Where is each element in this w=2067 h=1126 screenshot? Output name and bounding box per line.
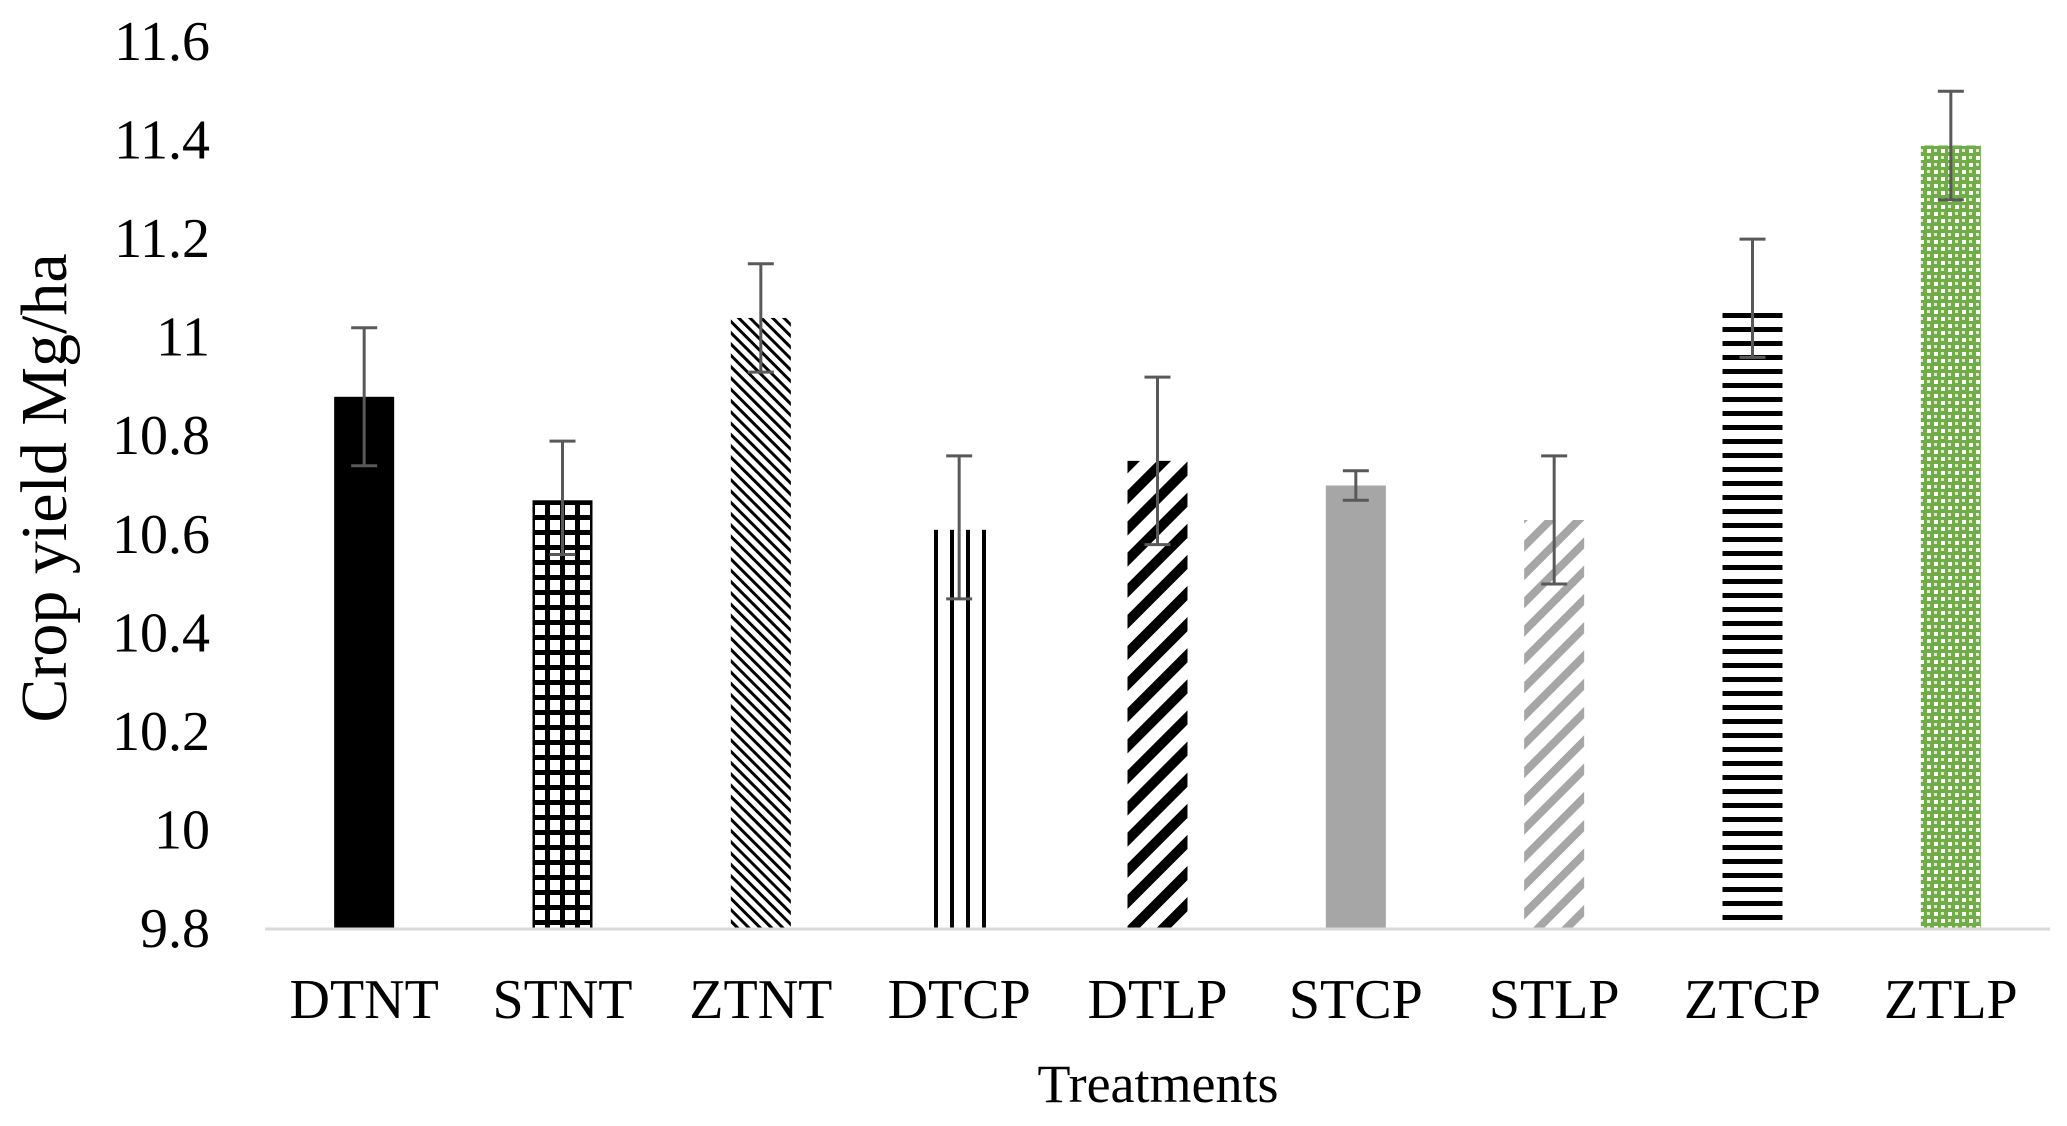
bar-stlp xyxy=(1524,519,1585,929)
bar-ztlp xyxy=(1920,145,1981,929)
bar-dtnt xyxy=(334,396,395,929)
y-tick-label: 10.6 xyxy=(112,504,210,566)
x-tick-label: DTNT xyxy=(290,969,439,1031)
x-tick-label: DTLP xyxy=(1088,969,1228,1031)
error-bar-dtcp xyxy=(946,454,973,601)
error-bar-stlp xyxy=(1541,454,1568,586)
bar-stcp xyxy=(1325,485,1386,929)
y-tick-label: 11.4 xyxy=(114,110,210,172)
x-tick-label: ZTLP xyxy=(1884,969,2018,1031)
y-tick-label: 9.8 xyxy=(140,898,210,960)
y-axis-title: Crop yield Mg/ha xyxy=(8,253,81,722)
error-bar-ztnt xyxy=(747,262,774,374)
x-axis-ticks: DTNT STNT ZTNT DTCP DTLP STCP STLP ZTCP ZTLP xyxy=(290,969,2018,1031)
x-tick-label: STLP xyxy=(1489,969,1620,1031)
y-tick-label: 11.6 xyxy=(114,11,210,73)
error-bar-dtnt xyxy=(351,326,378,468)
x-axis-title: Treatments xyxy=(1038,1054,1279,1114)
x-tick-label: STNT xyxy=(493,969,633,1031)
y-tick-label: 11 xyxy=(156,307,210,369)
error-bar-ztlp xyxy=(1937,89,1964,202)
x-tick-label: ZTNT xyxy=(689,969,832,1031)
error-bar-stcp xyxy=(1342,469,1369,502)
y-axis-ticks: 9.8 10 10.2 10.4 10.6 10.8 11 11.2 11.4 11.6 xyxy=(112,11,210,960)
bar-ztnt xyxy=(730,317,791,929)
error-bars xyxy=(351,89,1964,601)
x-tick-label: DTCP xyxy=(888,969,1031,1031)
y-tick-label: 10 xyxy=(154,799,210,861)
error-bar-stnt xyxy=(549,439,576,556)
y-tick-label: 11.2 xyxy=(114,208,210,270)
error-bar-ztcp xyxy=(1739,237,1766,359)
bars xyxy=(334,145,1981,929)
bar-stnt xyxy=(532,500,593,929)
y-tick-label: 10.8 xyxy=(112,405,210,467)
x-tick-label: ZTCP xyxy=(1684,969,1821,1031)
error-bar-dtlp xyxy=(1144,375,1171,547)
y-tick-label: 10.2 xyxy=(112,701,210,763)
y-tick-label: 10.4 xyxy=(112,602,210,664)
x-tick-label: STCP xyxy=(1289,969,1423,1031)
bar-ztcp xyxy=(1722,313,1783,929)
